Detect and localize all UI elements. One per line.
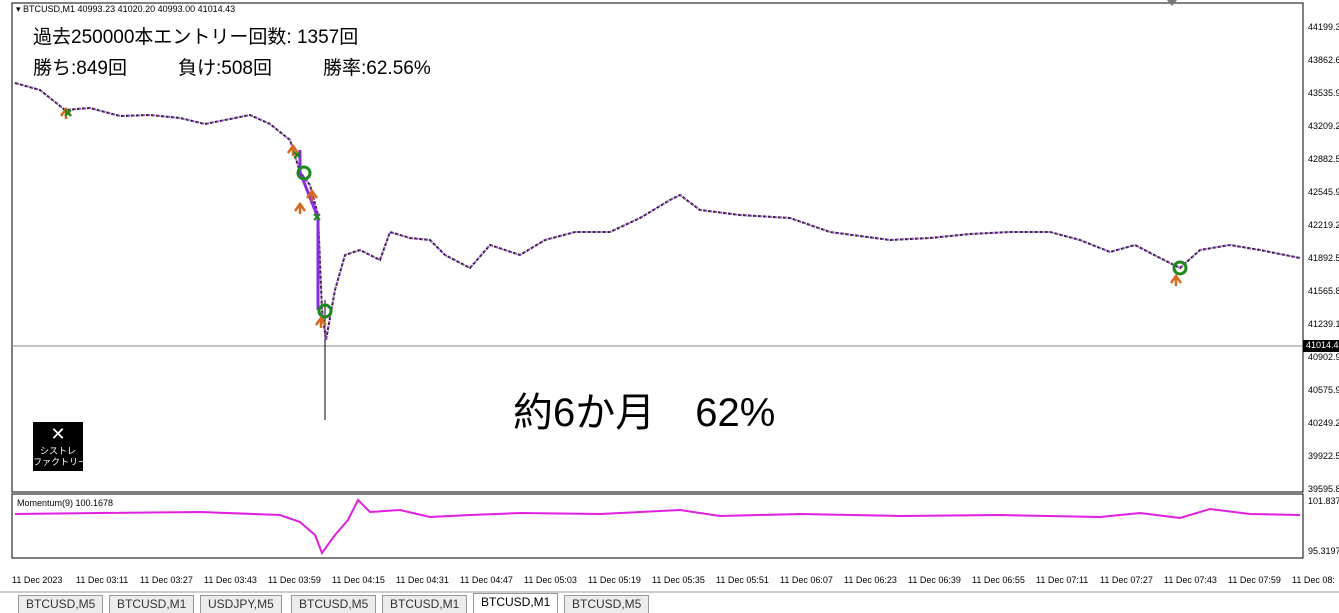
price-axis-label: 41239.1 <box>1308 319 1339 329</box>
momentum-line <box>14 498 1301 556</box>
current-price: 41014.4 <box>1306 340 1339 350</box>
time-axis-label: 11 Dec 03:43 <box>204 575 257 585</box>
price-axis-label: 43535.9 <box>1308 88 1339 98</box>
price-axis-label: 39922.5 <box>1308 451 1339 461</box>
indicator-axis-label: 95.3197 <box>1308 546 1339 556</box>
price-axis-label: 40575.9 <box>1308 385 1339 395</box>
close-cross <box>313 213 321 221</box>
logo-line: ファクトリー <box>33 457 88 467</box>
logo-icon: ✕ <box>50 424 66 444</box>
logo-line: シストレ <box>39 446 76 456</box>
exit-circle <box>317 303 333 319</box>
chart-header: ▾ BTCUSD,M1 40993.23 41020.20 40993.00 4… <box>16 4 236 14</box>
entry-count: 過去250000本エントリー回数: 1357回 <box>33 27 359 48</box>
time-axis-label: 11 Dec 05:19 <box>588 575 641 585</box>
header-text: BTCUSD,M1 40993.23 41020.20 40993.00 410… <box>23 4 236 14</box>
wins: 勝ち:849回 <box>33 58 127 79</box>
time-axis-label: 11 Dec 03:27 <box>140 575 193 585</box>
tab[interactable]: BTCUSD,M1 <box>473 593 559 613</box>
time-axis-label: 11 Dec 07:27 <box>1100 575 1153 585</box>
price-axis-label: 42545.9 <box>1308 187 1339 197</box>
entry-arrow <box>314 315 328 328</box>
entry-arrow <box>305 188 319 201</box>
indicator-panel <box>11 493 1304 559</box>
price-axis-label: 41565.8 <box>1308 286 1339 296</box>
indicator-label: Momentum(9) 100.1678 <box>17 498 114 508</box>
time-axis-label: 11 Dec 05:03 <box>524 575 577 585</box>
tab[interactable]: USDJPY,M5 <box>200 595 282 613</box>
signals <box>59 106 1188 328</box>
time-axis-label: 11 Dec 04:47 <box>460 575 513 585</box>
time-axis-label: 11 Dec 04:31 <box>396 575 449 585</box>
tab[interactable]: BTCUSD,M5 <box>18 595 104 613</box>
time-axis-label: 11 Dec 08: <box>1292 575 1335 585</box>
time-axis-label: 11 Dec 04:15 <box>332 575 385 585</box>
price-axis-label: 44199.3 <box>1308 22 1339 32</box>
time-axis-label: 11 Dec 2023 <box>12 575 63 585</box>
exit-circle <box>1172 260 1188 276</box>
time-axis-label: 11 Dec 06:55 <box>972 575 1025 585</box>
current-price-box <box>1303 340 1339 352</box>
entry-arrow <box>286 143 300 156</box>
price-axis-label: 42882.5 <box>1308 154 1339 164</box>
price-axis-label: 39595.8 <box>1308 484 1339 494</box>
main-panel <box>11 2 1304 493</box>
price-axis-label: 42219.2 <box>1308 220 1339 230</box>
time-axis-label: 11 Dec 05:35 <box>652 575 705 585</box>
price-candles <box>14 82 1301 341</box>
price-axis-label: 41892.5 <box>1308 253 1339 263</box>
time-axis-label: 11 Dec 06:07 <box>780 575 833 585</box>
win-rate: 勝率:62.56% <box>323 58 431 79</box>
close-cross <box>64 109 72 117</box>
time-axis-label: 11 Dec 07:11 <box>1036 575 1089 585</box>
logo: ✕ シストレ ファクトリー <box>33 422 88 471</box>
exit-circle <box>296 165 312 181</box>
time-axis-label: 11 Dec 07:43 <box>1164 575 1217 585</box>
tab[interactable]: BTCUSD,M1 <box>109 595 195 613</box>
tab[interactable]: BTCUSD,M5 <box>564 595 650 613</box>
price-axis-label: 43209.2 <box>1308 121 1339 131</box>
time-axis-label: 11 Dec 07:59 <box>1228 575 1281 585</box>
time-axis-label: 11 Dec 05:51 <box>716 575 769 585</box>
shift-marker <box>1167 0 1177 6</box>
price-axis-label: 40902.9 <box>1308 352 1339 362</box>
losses: 負け:508回 <box>178 58 272 79</box>
close-cross <box>293 151 301 159</box>
indicator-axis-label: 101.837 <box>1308 496 1339 506</box>
price-axis-label: 43862.6 <box>1308 55 1339 65</box>
price-axis-label: 40249.2 <box>1308 418 1339 428</box>
big-caption: 約6か月 62% <box>513 391 776 435</box>
time-axis-label: 11 Dec 06:39 <box>908 575 961 585</box>
time-axis-label: 11 Dec 06:23 <box>844 575 897 585</box>
entry-arrow <box>293 201 307 214</box>
time-axis-label: 11 Dec 03:59 <box>268 575 321 585</box>
tab[interactable]: BTCUSD,M1 <box>382 595 468 613</box>
time-axis-label: 11 Dec 03:11 <box>76 575 129 585</box>
tab[interactable]: BTCUSD,M5 <box>291 595 377 613</box>
entry-arrow <box>1169 273 1183 286</box>
